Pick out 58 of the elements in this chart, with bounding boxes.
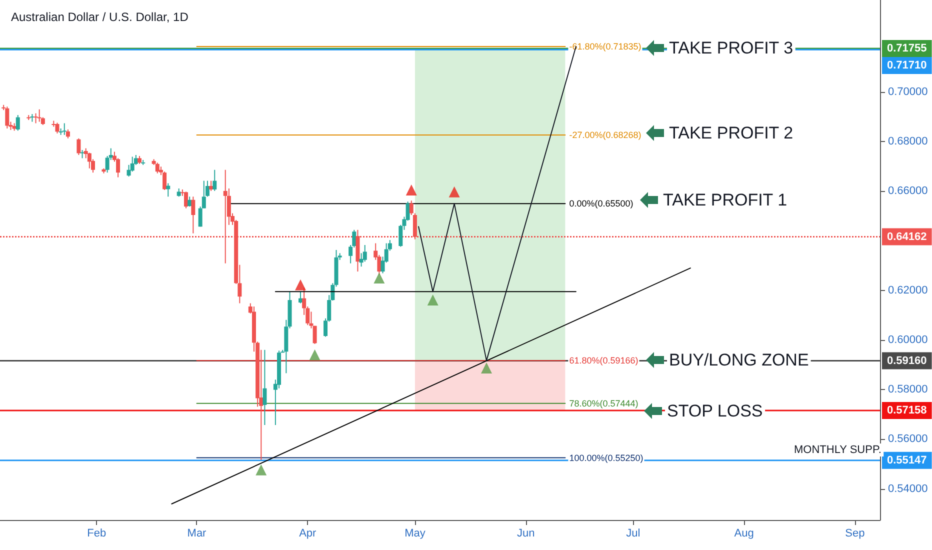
candlestick [62,122,66,136]
ref-line-label: 0.57158 [887,404,927,416]
candlestick [155,162,160,174]
series-label: 0.00%(0.65500) [569,198,634,209]
point [256,464,267,476]
ref-line-label: 0.71755 [887,42,927,54]
point [481,362,492,374]
x-tick-label: Jul [626,528,640,540]
x-tick-label: Mar [187,528,207,540]
candlestick [262,349,267,426]
annotation: STOP LOSS [667,402,763,420]
candlestick [16,114,20,132]
ref-line-label: 0.59160 [887,354,927,367]
candlestick [76,138,81,156]
candlestick [362,244,367,262]
point [294,279,306,290]
ref-line-label: 0.64162 [887,230,927,243]
point [374,272,385,284]
y-tick-label: 0.58000 [888,384,928,396]
candlestick [55,122,60,134]
series-label: -27.00%(0.68268) [569,130,642,140]
annotation: MONTHLY SUPP. [794,444,882,456]
text: Australian Dollar / U.S. Dollar, 1D [11,10,189,24]
candlestick [37,108,42,122]
y-tick-label: 0.56000 [888,433,928,446]
annotation: TAKE PROFIT 3 [669,38,794,58]
series-label: 100.00%(0.55250) [569,452,644,463]
ref-line-label: 0.71710 [887,59,927,72]
x-tick-label: Sep [845,528,865,540]
series-label: -61.80%(0.71835) [569,41,642,52]
y-tick-label: 0.66000 [888,185,928,198]
point [448,186,460,198]
candlestick [130,156,134,172]
x-tick-label: Aug [734,528,754,540]
x-tick-label: Jun [516,528,535,540]
x-tick-label: May [404,528,426,540]
annotation: BUY/LONG ZONE [669,350,809,370]
candlestick [166,182,170,198]
x-tick-label: Apr [299,528,317,540]
y-tick-label: 0.60000 [888,334,928,346]
series-label: 78.60%(0.57444) [569,398,638,408]
point [427,294,438,306]
annotation: TAKE PROFIT 1 [663,190,788,210]
candlestick [34,112,38,124]
ref-line-label: 0.55147 [887,454,927,466]
y-tick-label: 0.68000 [888,136,928,148]
series-label: 61.80%(0.59166) [569,356,638,366]
candlestick [84,148,88,159]
x-tick-label: Feb [87,528,106,540]
y-tick-label: 0.70000 [888,86,928,98]
candlestick [5,106,10,129]
candlestick [87,152,92,169]
candlestick [30,114,34,122]
annotation: TAKE PROFIT 2 [669,124,794,142]
point [309,349,320,360]
point [406,184,417,196]
y-tick-label: 0.62000 [888,284,928,296]
y-tick-label: 0.54000 [888,482,928,495]
